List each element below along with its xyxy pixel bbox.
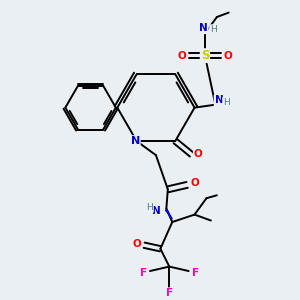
Text: N: N (214, 95, 223, 105)
Text: F: F (166, 288, 173, 298)
Text: N: N (152, 206, 161, 216)
Text: H: H (146, 203, 153, 212)
Text: H: H (223, 98, 230, 107)
Text: O: O (194, 149, 203, 160)
Text: S: S (201, 49, 209, 62)
Text: O: O (224, 51, 232, 61)
Text: O: O (178, 51, 187, 61)
Polygon shape (165, 210, 172, 219)
Text: N: N (130, 136, 140, 146)
Text: F: F (140, 268, 147, 278)
Text: H: H (210, 25, 217, 34)
Text: N: N (199, 23, 208, 33)
Text: O: O (190, 178, 199, 188)
Text: O: O (133, 239, 142, 249)
Text: F: F (192, 268, 199, 278)
